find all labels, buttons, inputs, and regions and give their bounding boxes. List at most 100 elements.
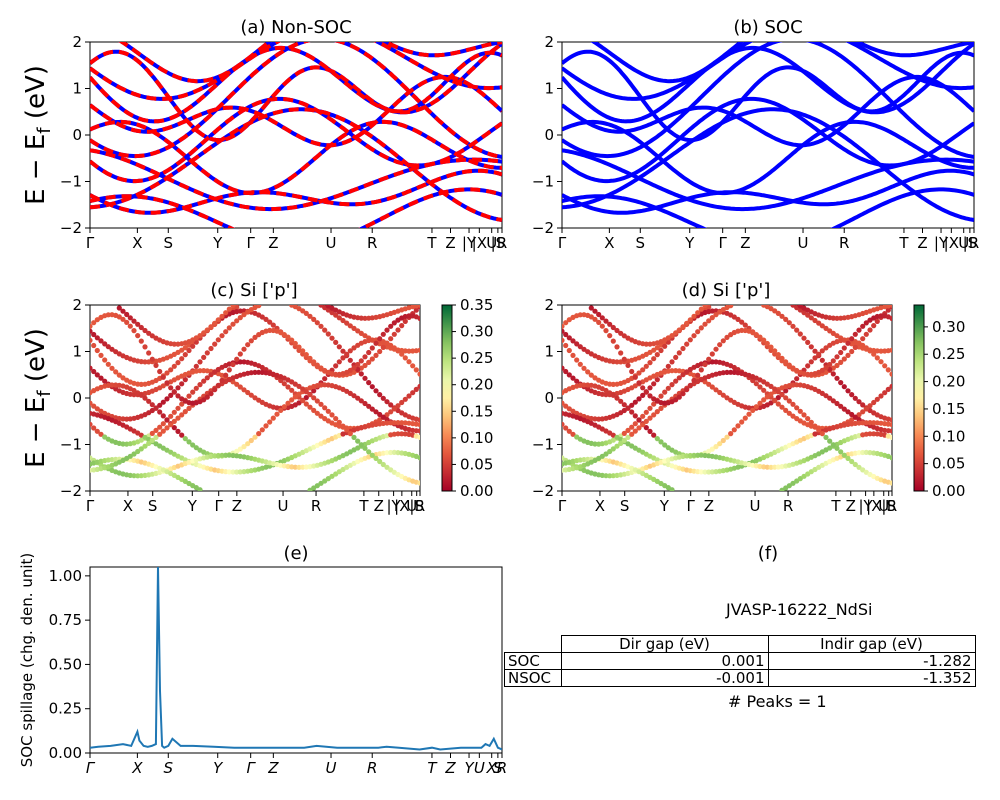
scatter-point-d [812, 355, 818, 361]
scatter-point-c [223, 329, 229, 335]
gap-table-col-dir: Dir gap (eV) [560, 635, 769, 653]
scatter-point-c [377, 392, 383, 398]
scatter-point-d [768, 344, 774, 350]
scatter-point-d [882, 363, 888, 369]
scatter-point-d [643, 363, 649, 369]
x-tick-label-e: Γ [86, 759, 96, 777]
scatter-point-c [369, 345, 375, 351]
scatter-point-c [138, 338, 144, 344]
scatter-point-c [94, 428, 100, 434]
band-line-a [90, 107, 502, 222]
scatter-point-c [296, 400, 302, 406]
scatter-point-d [805, 363, 811, 369]
scatter-point-d [636, 417, 642, 423]
scatter-point-c [179, 381, 185, 387]
scatter-point-c [252, 434, 258, 440]
scatter-point-d [574, 341, 580, 347]
scatter-point-d [562, 328, 565, 334]
scatter-point-c [105, 361, 111, 367]
x-tick-label-b: |Y [934, 234, 949, 252]
scatter-point-d [794, 376, 800, 382]
scatter-point-d [640, 385, 646, 391]
scatter-point-c [197, 382, 203, 388]
scatter-point-c [347, 348, 353, 354]
colorbar-tick-label-d: 0.15 [932, 400, 965, 418]
f-footer: # Peaks = 1 [728, 692, 827, 711]
scatter-point-c [234, 356, 240, 362]
scatter-point-c [351, 393, 357, 399]
spillage-line [90, 567, 502, 751]
scatter-point-c [182, 352, 188, 358]
scatter-point-c [303, 395, 309, 401]
scatter-point-c [138, 324, 144, 331]
y-tick-label-b: 0 [544, 126, 554, 144]
scatter-point-c [362, 333, 368, 339]
scatter-point-d [610, 338, 616, 344]
scatter-point-d [885, 367, 891, 373]
scatter-point-c [116, 305, 122, 311]
scatter-point-c [252, 395, 258, 401]
scatter-point-c [329, 412, 335, 418]
gap-table-row: SOC 0.001 -1.282 [504, 652, 976, 670]
scatter-point-c [274, 405, 280, 411]
scatter-point-c [193, 445, 199, 451]
scatter-point-d [647, 405, 653, 411]
y-tick-label-b: 2 [544, 33, 554, 51]
title-a: (a) Non-SOC [240, 17, 351, 38]
scatter-point-c [193, 385, 199, 391]
scatter-point-d [614, 344, 620, 350]
x-tick-label-b: T [898, 234, 909, 252]
scatter-point-c [406, 359, 412, 365]
scatter-point-c [171, 389, 177, 395]
gap-table-cell: -0.001 [560, 669, 769, 687]
scatter-point-c [142, 395, 148, 401]
scatter-point-c [358, 330, 364, 336]
scatter-point-d [746, 411, 752, 417]
x-tick-label-d: S [620, 497, 630, 515]
scatter-point-c [358, 315, 364, 321]
scatter-point-c [311, 316, 317, 322]
scatter-point-c [417, 480, 420, 486]
scatter-point-c [292, 394, 298, 400]
scatter-point-d [863, 331, 869, 337]
gap-table-row: NSOC -0.001 -1.352 [504, 669, 976, 687]
f-caption: JVASP-16222_NdSi [726, 600, 873, 619]
scatter-point-c [204, 327, 210, 333]
y-tick-label-d: 1 [544, 343, 554, 361]
scatter-point-d [735, 423, 741, 429]
scatter-point-d [808, 315, 814, 321]
scatter-point-c [388, 323, 394, 329]
scatter-point-c [355, 395, 361, 401]
scatter-point-c [380, 395, 386, 401]
scatter-point-d [889, 434, 892, 440]
gap-table-row-label: SOC [504, 652, 562, 670]
y-tick-label-e: 1.00 [49, 567, 82, 585]
scatter-point-c [289, 397, 295, 403]
scatter-point-c [402, 348, 408, 354]
scatter-point-c [131, 451, 137, 457]
x-tick-label-a: R [367, 234, 377, 252]
scatter-point-c [175, 405, 181, 411]
scatter-point-c [230, 321, 236, 327]
scatter-point-c [248, 437, 254, 444]
scatter-point-c [391, 345, 397, 351]
scatter-point-c [135, 448, 141, 455]
band-line-b [590, 42, 974, 84]
scatter-point-d [691, 333, 697, 339]
scatter-point-c [91, 425, 97, 431]
scatter-point-d [662, 343, 668, 349]
scatter-point-c [417, 371, 420, 377]
scatter-point-c [226, 306, 232, 312]
scatter-point-c [410, 363, 416, 369]
x-tick-label-c: Y [187, 497, 198, 515]
scatter-point-c [98, 352, 104, 358]
scatter-point-c [223, 310, 229, 316]
scatter-point-d [889, 428, 892, 434]
scatter-point-c [344, 351, 350, 357]
scatter-point-c [351, 434, 357, 440]
scatter-point-c [296, 344, 302, 350]
scatter-point-c [391, 420, 397, 426]
scatter-point-c [391, 320, 397, 326]
scatter-point-c [391, 331, 397, 337]
scatter-point-d [728, 305, 734, 309]
